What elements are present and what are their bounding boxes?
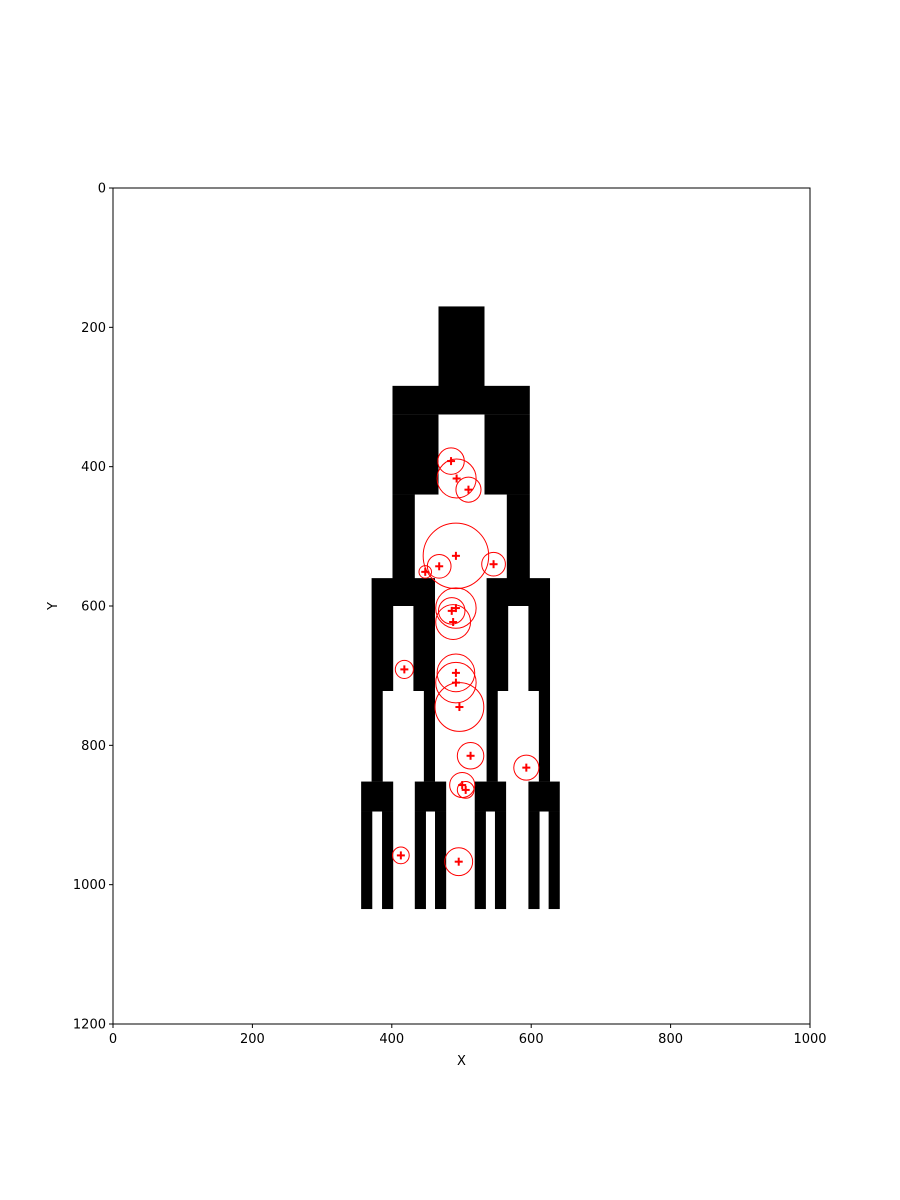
- y-axis-title: Y: [46, 602, 61, 611]
- point-circle-14: [456, 742, 485, 770]
- data-point-13: [434, 682, 485, 732]
- x-tick-label-4: 800: [658, 1032, 683, 1047]
- x-tick-label-0: 0: [109, 1032, 117, 1047]
- shape-segment-4: [392, 494, 415, 606]
- data-point-5: [481, 551, 506, 577]
- x-tick-label-5: 1000: [793, 1032, 826, 1047]
- y-tick-label-4: 800: [81, 739, 106, 754]
- shape-segment-12: [371, 690, 383, 782]
- y-tick-label-0: 0: [98, 182, 106, 197]
- y-tick-label-3: 600: [81, 600, 106, 615]
- shape-segment-6: [371, 578, 436, 606]
- shape-segment-9: [413, 606, 436, 691]
- y-tick-label-5: 1000: [73, 878, 106, 893]
- point-circle-2: [455, 476, 482, 503]
- data-point-14: [456, 742, 485, 770]
- x-axis-title: X: [457, 1054, 466, 1069]
- shape-segment-13: [423, 690, 436, 782]
- data-point-15: [513, 754, 540, 781]
- shape-segment-3: [484, 414, 530, 495]
- shape-segment-2: [392, 414, 439, 495]
- point-circle-19: [444, 847, 474, 877]
- marker-layer: [391, 447, 540, 877]
- shape-layer: [361, 306, 560, 910]
- point-circle-6: [418, 565, 433, 579]
- point-circle-5: [481, 551, 506, 577]
- shape-segment-7: [486, 578, 551, 606]
- data-point-16: [449, 771, 476, 799]
- shape-segment-11: [528, 606, 551, 691]
- y-tick-label-2: 400: [81, 460, 106, 475]
- shape-segment-5: [506, 494, 530, 606]
- point-circle-18: [391, 846, 410, 865]
- shape-segment-25: [494, 811, 507, 910]
- data-point-0: [437, 447, 465, 475]
- x-tick-label-2: 400: [379, 1032, 404, 1047]
- data-point-19: [444, 847, 474, 877]
- shape-segment-1: [392, 385, 530, 415]
- shape-segment-14: [486, 690, 498, 782]
- data-point-3: [422, 522, 490, 590]
- shape-segment-17: [414, 781, 447, 812]
- x-axis: 0 200 400 600 800 1000: [109, 1024, 827, 1047]
- point-circle-7: [435, 587, 477, 629]
- x-tick-label-3: 600: [519, 1032, 544, 1047]
- point-circle-11: [436, 653, 476, 693]
- point-circle-8: [437, 597, 466, 625]
- point-circle-15: [513, 754, 540, 781]
- point-circle-9: [435, 604, 472, 640]
- data-point-8: [437, 597, 466, 625]
- data-point-18: [391, 846, 410, 865]
- y-tick-label-1: 200: [81, 321, 106, 336]
- point-circle-10: [394, 659, 414, 679]
- y-tick-label-6: 1200: [73, 1018, 106, 1033]
- data-point-2: [455, 476, 482, 503]
- point-circle-3: [422, 522, 490, 590]
- shape-segment-19: [528, 781, 560, 812]
- data-point-1: [436, 458, 477, 499]
- shape-segment-8: [371, 606, 394, 691]
- point-circle-1: [436, 458, 477, 499]
- point-circle-17: [456, 781, 475, 799]
- y-axis: 0 200 400 600 800 1000 1200: [73, 182, 113, 1033]
- data-point-7: [435, 587, 477, 629]
- shape-segment-18: [474, 781, 507, 812]
- point-circle-0: [437, 447, 465, 475]
- shape-segment-23: [435, 811, 447, 910]
- shape-segment-22: [414, 811, 426, 910]
- x-tick-label-1: 200: [240, 1032, 265, 1047]
- point-circle-13: [434, 682, 485, 732]
- data-point-6: [418, 565, 433, 579]
- data-point-9: [435, 604, 472, 640]
- shape-segment-21: [382, 811, 394, 910]
- data-point-10: [394, 659, 414, 679]
- data-point-17: [456, 781, 475, 799]
- point-circle-12: [435, 661, 477, 704]
- shape-segment-20: [361, 811, 373, 910]
- data-point-11: [436, 653, 476, 693]
- shape-segment-10: [486, 606, 509, 691]
- shape-segment-16: [361, 781, 394, 812]
- shape-segment-15: [538, 690, 551, 782]
- shape-segment-24: [474, 811, 486, 910]
- shape-segment-26: [528, 811, 540, 910]
- shape-segment-27: [548, 811, 560, 910]
